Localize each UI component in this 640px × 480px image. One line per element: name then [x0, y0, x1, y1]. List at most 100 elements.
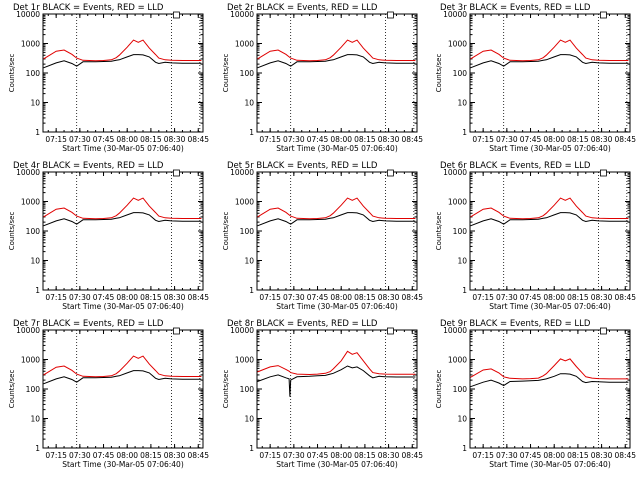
x-tick-label: 08:45 — [401, 451, 423, 460]
chart-title: Det 1r BLACK = Events, RED = LLD — [13, 3, 164, 13]
x-tick-label: 08:45 — [187, 135, 209, 144]
y-axis-label: Counts/sec — [222, 54, 230, 93]
y-tick-label: 100 — [26, 385, 41, 394]
x-tick-label: 07:30 — [283, 293, 305, 302]
x-tick-label: 08:15 — [140, 293, 162, 302]
series-line-red — [43, 197, 202, 220]
x-tick-label: 08:15 — [140, 135, 162, 144]
y-tick-label: 10 — [244, 415, 254, 424]
marker-box — [387, 327, 394, 335]
plot-frame — [256, 13, 418, 133]
y-tick-label: 10000 — [443, 326, 467, 335]
chart-title: Det 8r BLACK = Events, RED = LLD — [227, 319, 378, 329]
x-tick-label: 07:45 — [93, 293, 115, 302]
x-tick-label: 08:00 — [330, 451, 352, 460]
marker-box — [600, 11, 607, 19]
x-tick-label: 08:30 — [164, 135, 186, 144]
plot-frame — [256, 171, 418, 291]
x-tick-label: 08:45 — [187, 451, 209, 460]
y-tick-label: 100 — [240, 385, 255, 394]
chart-title: Det 7r BLACK = Events, RED = LLD — [13, 319, 164, 329]
y-tick-label: 100 — [240, 69, 255, 78]
x-tick-label: 08:30 — [164, 451, 186, 460]
y-tick-label: 1 — [462, 444, 467, 453]
plot-frame — [469, 13, 631, 133]
x-tick-label: 07:45 — [307, 451, 329, 460]
y-tick-label: 10000 — [443, 10, 467, 19]
y-axis-label: Counts/sec — [8, 212, 16, 251]
y-tick-label: 1 — [462, 286, 467, 295]
y-tick-label: 1 — [35, 444, 40, 453]
y-tick-label: 1 — [249, 128, 254, 137]
x-tick-label: 08:15 — [140, 451, 162, 460]
x-tick-label: 08:00 — [116, 451, 138, 460]
chart-panel-2: Det 2r BLACK = Events, RED = LLD 1 10 100 10… — [222, 3, 423, 153]
y-tick-label: 100 — [453, 385, 468, 394]
x-axis-label: Start Time (30-Mar-05 07:06:40) — [62, 144, 184, 153]
chart-panel-3: Det 3r BLACK = Events, RED = LLD 1 10 100 10… — [435, 3, 636, 153]
marker-box — [600, 327, 607, 335]
x-tick-label: 07:30 — [496, 451, 518, 460]
y-tick-label: 10 — [30, 257, 40, 266]
x-axis-label: Start Time (30-Mar-05 07:06:40) — [276, 460, 398, 469]
y-axis-label: Counts/sec — [435, 212, 443, 251]
chart-title: Det 6r BLACK = Events, RED = LLD — [440, 161, 591, 171]
y-tick-label: 100 — [26, 69, 41, 78]
x-tick-label: 08:00 — [543, 451, 565, 460]
x-tick-label: 08:15 — [354, 135, 376, 144]
x-tick-label: 07:15 — [259, 451, 281, 460]
y-tick-label: 10 — [457, 415, 467, 424]
x-tick-label: 08:15 — [567, 293, 589, 302]
marker-box — [173, 327, 180, 335]
x-tick-label: 07:45 — [93, 135, 115, 144]
y-tick-label: 1000 — [235, 356, 254, 365]
series-line-black — [257, 54, 416, 69]
x-tick-label: 07:15 — [45, 451, 67, 460]
x-tick-label: 07:15 — [45, 293, 67, 302]
y-tick-label: 1000 — [448, 40, 467, 49]
x-tick-label: 08:30 — [378, 293, 400, 302]
marker-box — [387, 11, 394, 19]
plot-frame — [42, 329, 204, 449]
series-line-red — [470, 197, 629, 220]
y-tick-label: 1 — [249, 444, 254, 453]
x-tick-label: 07:30 — [283, 451, 305, 460]
x-tick-label: 08:00 — [116, 293, 138, 302]
x-axis-label: Start Time (30-Mar-05 07:06:40) — [62, 460, 184, 469]
x-tick-label: 07:15 — [472, 135, 494, 144]
series-line-black — [470, 54, 629, 69]
y-axis-label: Counts/sec — [8, 370, 16, 409]
y-tick-label: 10 — [30, 99, 40, 108]
x-tick-label: 08:30 — [591, 293, 613, 302]
x-tick-label: 07:15 — [472, 293, 494, 302]
chart-panel-7: Det 7r BLACK = Events, RED = LLD 1 10 100 10… — [8, 319, 209, 469]
y-tick-label: 1000 — [21, 198, 40, 207]
y-tick-label: 1000 — [235, 198, 254, 207]
chart-panel-6: Det 6r BLACK = Events, RED = LLD 1 10 100 10… — [435, 161, 636, 311]
y-tick-label: 1 — [462, 128, 467, 137]
marker-box — [173, 169, 180, 177]
x-tick-label: 08:30 — [591, 135, 613, 144]
x-tick-label: 08:15 — [354, 451, 376, 460]
x-tick-label: 07:45 — [307, 293, 329, 302]
x-tick-label: 08:30 — [378, 135, 400, 144]
chart-title: Det 4r BLACK = Events, RED = LLD — [13, 161, 164, 171]
y-axis-label: Counts/sec — [222, 212, 230, 251]
y-tick-label: 100 — [240, 227, 255, 236]
y-tick-label: 1 — [35, 286, 40, 295]
marker-box — [600, 169, 607, 177]
chart-panel-5: Det 5r BLACK = Events, RED = LLD 1 10 100 10… — [222, 161, 423, 311]
series-line-red — [257, 350, 416, 376]
x-tick-label: 07:30 — [496, 135, 518, 144]
series-line-black — [470, 373, 629, 388]
x-tick-label: 07:45 — [520, 135, 542, 144]
x-tick-label: 08:45 — [614, 451, 636, 460]
series-line-red — [470, 358, 629, 380]
marker-box — [173, 11, 180, 19]
x-tick-label: 08:45 — [187, 293, 209, 302]
x-tick-label: 08:00 — [543, 135, 565, 144]
x-axis-label: Start Time (30-Mar-05 07:06:40) — [489, 460, 611, 469]
y-tick-label: 10000 — [16, 326, 40, 335]
x-tick-label: 07:30 — [69, 293, 91, 302]
